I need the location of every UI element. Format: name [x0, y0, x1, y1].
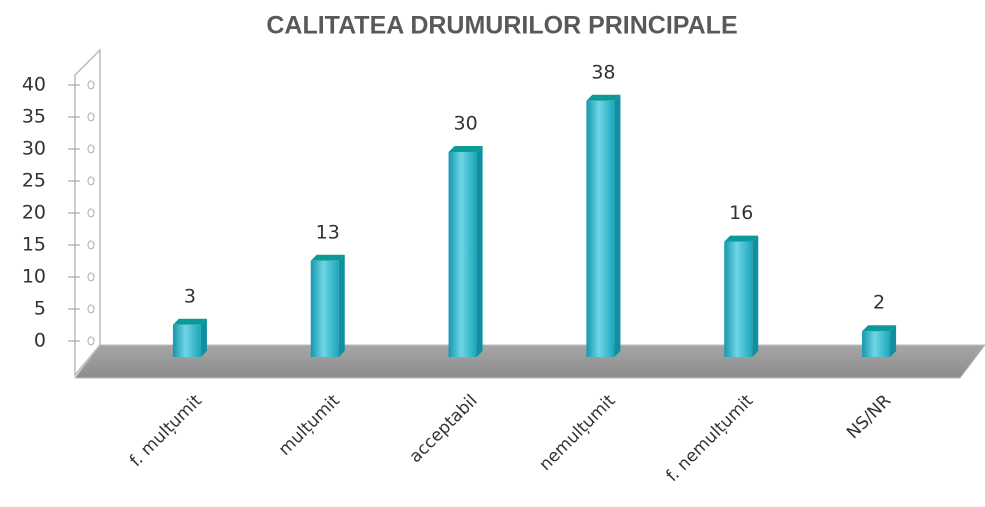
tick-dot — [87, 176, 95, 186]
bar-top — [172, 318, 207, 325]
chart-title: CALITATEA DRUMURILOR PRINCIPALE — [266, 12, 737, 40]
bar — [172, 318, 207, 357]
y-tick-label: 40 — [22, 74, 46, 96]
x-tick-label: f. mulțumit — [126, 391, 206, 471]
y-tick-label: 10 — [22, 266, 46, 288]
y-tick-label: 20 — [22, 202, 46, 224]
bar — [448, 146, 483, 357]
tick-dot — [87, 336, 95, 346]
bar-side — [752, 235, 759, 357]
tick-dot — [87, 240, 95, 250]
y-tick-label: 25 — [22, 170, 46, 192]
floor — [73, 344, 985, 379]
x-tick-label: nemulțumit — [536, 391, 620, 475]
bar-top — [310, 254, 345, 261]
bar-side — [890, 325, 897, 357]
bar-top — [448, 146, 483, 152]
y-tick-label: 5 — [34, 298, 46, 320]
tick-dot — [87, 112, 95, 122]
x-tick-label: mulțumit — [275, 391, 344, 460]
bar-side — [338, 254, 345, 357]
bar — [310, 254, 345, 357]
tick-dot — [87, 80, 95, 90]
x-tick-label: acceptabil — [406, 391, 482, 467]
value-label: 38 — [591, 61, 615, 83]
tick-dot — [87, 304, 95, 314]
bar — [724, 235, 759, 357]
y-tick-label: 15 — [22, 234, 46, 256]
bar-top — [586, 94, 621, 101]
bar-top — [862, 325, 897, 332]
bar-top — [724, 235, 759, 242]
bar-front — [586, 100, 615, 358]
value-label: 16 — [729, 202, 753, 224]
bar — [586, 94, 621, 358]
bar-front — [172, 324, 201, 357]
value-label: 30 — [453, 113, 477, 135]
bar-front — [862, 331, 891, 357]
y-tick-label: 0 — [34, 330, 46, 352]
tick-dot — [87, 208, 95, 218]
tick-dot — [87, 144, 95, 154]
value-label: 13 — [316, 221, 340, 243]
y-tick-label: 30 — [22, 138, 46, 160]
bar-side — [476, 146, 483, 357]
value-label: 3 — [184, 285, 196, 307]
y-tick-label: 35 — [22, 106, 46, 128]
x-tick-label: f. nemulțumit — [662, 391, 757, 486]
bar-front — [724, 241, 753, 357]
bar-side — [614, 94, 621, 358]
bar-front — [448, 152, 477, 357]
x-tick-label: NS/NR — [843, 391, 895, 443]
bar — [862, 325, 897, 357]
value-label: 2 — [873, 292, 885, 314]
tick-dot — [87, 272, 95, 282]
bar-side — [200, 318, 207, 357]
bar-front — [310, 260, 339, 357]
